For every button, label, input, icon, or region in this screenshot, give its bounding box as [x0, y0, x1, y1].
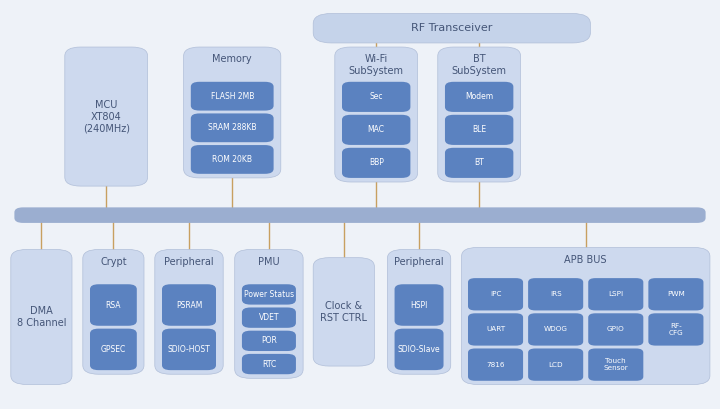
- Text: POR: POR: [261, 336, 277, 345]
- Text: IRS: IRS: [550, 291, 562, 297]
- FancyBboxPatch shape: [468, 313, 523, 346]
- Text: Peripheral: Peripheral: [164, 257, 214, 267]
- Text: RF-
CFG: RF- CFG: [669, 323, 683, 336]
- Text: PSRAM: PSRAM: [176, 301, 202, 310]
- FancyBboxPatch shape: [11, 249, 72, 384]
- Text: ROM 20KB: ROM 20KB: [212, 155, 252, 164]
- FancyBboxPatch shape: [83, 249, 144, 374]
- FancyBboxPatch shape: [191, 113, 274, 142]
- FancyBboxPatch shape: [342, 115, 410, 145]
- FancyBboxPatch shape: [242, 330, 296, 351]
- Text: PWM: PWM: [667, 291, 685, 297]
- FancyBboxPatch shape: [445, 148, 513, 178]
- FancyBboxPatch shape: [65, 47, 148, 186]
- FancyBboxPatch shape: [242, 354, 296, 374]
- Text: SDIO-HOST: SDIO-HOST: [168, 345, 210, 354]
- FancyBboxPatch shape: [528, 313, 583, 346]
- Text: RSA: RSA: [106, 301, 121, 310]
- FancyBboxPatch shape: [184, 47, 281, 178]
- Text: Touch
Sensor: Touch Sensor: [603, 358, 628, 371]
- Text: Power Status: Power Status: [244, 290, 294, 299]
- FancyBboxPatch shape: [342, 148, 410, 178]
- Text: MCU
XT804
(240MHz): MCU XT804 (240MHz): [83, 100, 130, 133]
- Text: WDOG: WDOG: [544, 326, 567, 333]
- Text: PMU: PMU: [258, 257, 280, 267]
- Text: Memory: Memory: [212, 54, 252, 64]
- FancyBboxPatch shape: [242, 308, 296, 328]
- FancyBboxPatch shape: [335, 47, 418, 182]
- Text: BBP: BBP: [369, 158, 384, 167]
- FancyBboxPatch shape: [468, 278, 523, 310]
- Text: LSPI: LSPI: [608, 291, 624, 297]
- FancyBboxPatch shape: [191, 82, 274, 110]
- FancyBboxPatch shape: [242, 284, 296, 305]
- Text: Peripheral: Peripheral: [395, 257, 444, 267]
- FancyBboxPatch shape: [588, 348, 644, 381]
- FancyBboxPatch shape: [162, 329, 216, 370]
- Text: HSPI: HSPI: [410, 301, 428, 310]
- FancyBboxPatch shape: [528, 278, 583, 310]
- Text: Wi-Fi
SubSystem: Wi-Fi SubSystem: [348, 54, 404, 76]
- Text: Clock &
RST CTRL: Clock & RST CTRL: [320, 301, 367, 323]
- Text: GPSEC: GPSEC: [101, 345, 126, 354]
- FancyBboxPatch shape: [468, 348, 523, 381]
- Text: RF Transceiver: RF Transceiver: [411, 23, 492, 33]
- FancyBboxPatch shape: [235, 249, 303, 378]
- Text: APB BUS: APB BUS: [564, 255, 607, 265]
- FancyBboxPatch shape: [342, 82, 410, 112]
- Text: MAC: MAC: [368, 125, 384, 135]
- FancyBboxPatch shape: [528, 348, 583, 381]
- Text: Sec: Sec: [369, 92, 383, 101]
- Text: SDIO-Slave: SDIO-Slave: [397, 345, 441, 354]
- FancyBboxPatch shape: [588, 278, 644, 310]
- FancyBboxPatch shape: [462, 247, 710, 384]
- Text: FLASH 2MB: FLASH 2MB: [210, 92, 254, 101]
- FancyBboxPatch shape: [438, 47, 521, 182]
- FancyBboxPatch shape: [395, 329, 444, 370]
- FancyBboxPatch shape: [191, 145, 274, 174]
- FancyBboxPatch shape: [387, 249, 451, 374]
- Text: LCD: LCD: [549, 362, 563, 368]
- FancyBboxPatch shape: [649, 278, 703, 310]
- Text: Crypt: Crypt: [100, 257, 127, 267]
- Text: GPIO: GPIO: [607, 326, 625, 333]
- FancyBboxPatch shape: [445, 115, 513, 145]
- Text: SRAM 288KB: SRAM 288KB: [208, 123, 256, 133]
- FancyBboxPatch shape: [155, 249, 223, 374]
- Text: RTC: RTC: [262, 360, 276, 369]
- Text: 7816: 7816: [486, 362, 505, 368]
- FancyBboxPatch shape: [649, 313, 703, 346]
- Text: VDET: VDET: [258, 313, 279, 322]
- Text: BLE: BLE: [472, 125, 486, 135]
- FancyBboxPatch shape: [395, 284, 444, 326]
- FancyBboxPatch shape: [162, 284, 216, 326]
- FancyBboxPatch shape: [90, 329, 137, 370]
- FancyBboxPatch shape: [588, 313, 644, 346]
- Text: BT: BT: [474, 158, 484, 167]
- Text: BT
SubSystem: BT SubSystem: [451, 54, 507, 76]
- Text: DMA
8 Channel: DMA 8 Channel: [17, 306, 66, 328]
- FancyBboxPatch shape: [14, 207, 706, 223]
- FancyBboxPatch shape: [445, 82, 513, 112]
- Text: UART: UART: [486, 326, 505, 333]
- Text: IPC: IPC: [490, 291, 501, 297]
- Text: Modem: Modem: [465, 92, 493, 101]
- FancyBboxPatch shape: [313, 13, 590, 43]
- FancyBboxPatch shape: [90, 284, 137, 326]
- FancyBboxPatch shape: [313, 258, 374, 366]
